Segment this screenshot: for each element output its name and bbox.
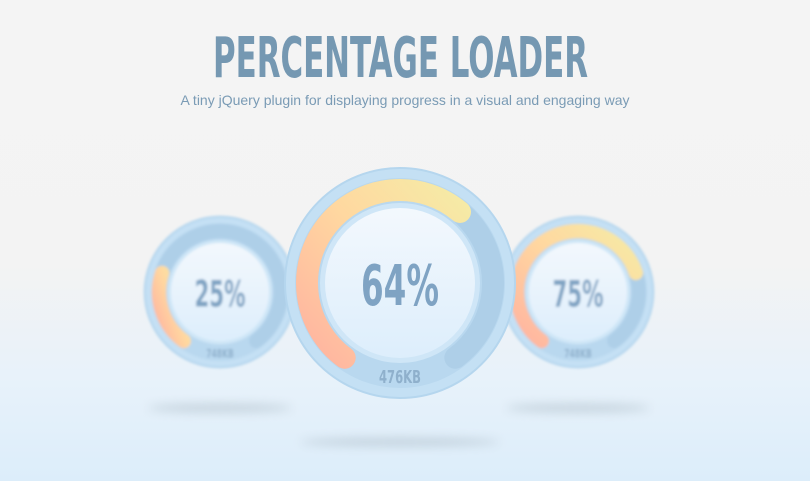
loader-progress-arc bbox=[509, 223, 644, 349]
page-title: PERCENTAGE LOADER bbox=[213, 30, 588, 82]
loader-inner-circle bbox=[528, 242, 628, 342]
loader-percent-label: 64% bbox=[361, 254, 439, 319]
loader-shadow bbox=[505, 404, 651, 412]
loader-inner-circle bbox=[325, 208, 475, 358]
loader-size-label: 476KB bbox=[379, 367, 421, 388]
loader-size-label: 748KB bbox=[206, 347, 234, 361]
loader-left: 25% 748KB bbox=[143, 215, 297, 369]
title-text: PERCENTAGE LOADER bbox=[213, 30, 588, 82]
loader-shadow bbox=[147, 404, 293, 412]
loader-center: 64% 476KB bbox=[284, 167, 516, 399]
loader-progress-arc bbox=[296, 179, 472, 369]
loader-progress-arc bbox=[151, 265, 191, 349]
loader-percent-label: 25% bbox=[194, 272, 245, 315]
loader-inner-circle bbox=[170, 242, 270, 342]
loader-percent-label: 75% bbox=[552, 272, 603, 315]
loader-size-label: 748KB bbox=[564, 347, 592, 361]
loader-right: 75% 748KB bbox=[501, 215, 655, 369]
subtitle: A tiny jQuery plugin for displaying prog… bbox=[180, 92, 630, 108]
loader-shadow bbox=[300, 438, 500, 446]
